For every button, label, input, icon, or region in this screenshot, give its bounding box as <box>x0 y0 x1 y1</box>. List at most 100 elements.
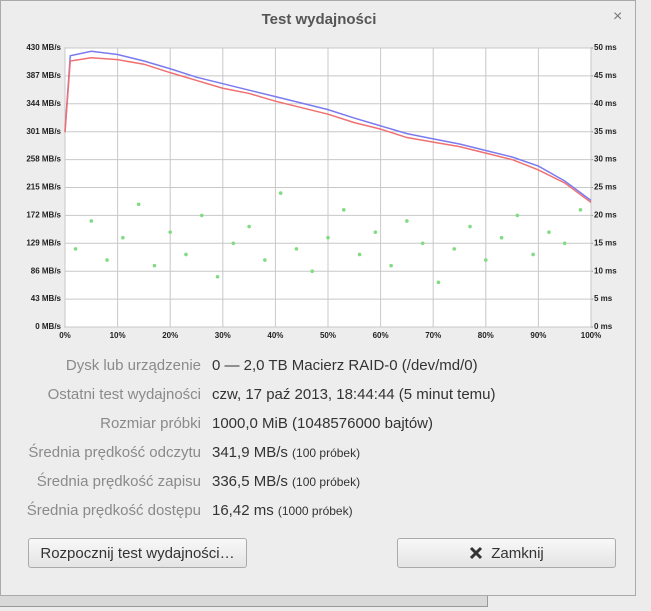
y2-tick-label: 10 ms <box>594 266 617 275</box>
info-value: 16,42 ms <box>212 502 274 519</box>
button-label: Zamknij <box>491 544 544 562</box>
x-tick-label: 100% <box>581 331 601 340</box>
info-value: 341,9 MB/s <box>212 444 288 461</box>
access-point <box>452 247 457 251</box>
access-point <box>73 247 78 251</box>
x-tick-label: 90% <box>530 331 546 340</box>
y-tick-label: 129 MB/s <box>26 238 61 247</box>
y-tick-label: 0 MB/s <box>35 322 61 331</box>
x-tick-label: 10% <box>110 331 126 340</box>
access-point <box>373 230 378 234</box>
y2-tick-label: 15 ms <box>594 238 617 247</box>
x-tick-label: 80% <box>478 331 494 340</box>
y2-tick-label: 20 ms <box>594 211 617 220</box>
info-value-wrap: czw, 17 paź 2013, 18:44:44 (5 minut temu… <box>212 386 496 403</box>
access-point <box>199 213 204 218</box>
close-icon[interactable]: × <box>613 8 623 25</box>
access-point <box>389 263 393 268</box>
x-tick-label: 60% <box>373 331 389 340</box>
access-point <box>168 230 172 234</box>
access-point <box>231 241 236 246</box>
y2-tick-label: 45 ms <box>594 71 617 80</box>
x-tick-label: 0% <box>59 331 71 340</box>
y2-tick-label: 30 ms <box>594 155 617 164</box>
x-tick-label: 70% <box>425 331 441 340</box>
y2-tick-label: 35 ms <box>594 127 617 136</box>
access-point <box>562 241 567 246</box>
dialog: Test wydajności × 0 MB/s 43 MB/s 86 MB/s 12… <box>0 0 636 596</box>
info-row: Średnia prędkość dostępu 16,42 ms (1000 p… <box>1 502 637 524</box>
x-tick-label: 40% <box>267 331 283 340</box>
info-label: Średnia prędkość zapisu <box>36 473 201 490</box>
info-value: 0 — 2,0 TB Macierz RAID-0 (/dev/md/0) <box>212 357 478 374</box>
info-row: Średnia prędkość odczytu 341,9 MB/s (100 … <box>1 444 637 466</box>
access-point <box>341 208 346 212</box>
info-label: Dysk lub urządzenie <box>65 357 201 374</box>
info-value-wrap: 0 — 2,0 TB Macierz RAID-0 (/dev/md/0) <box>212 357 478 374</box>
close-button[interactable]: Zamknij <box>397 538 616 568</box>
access-point <box>263 258 267 262</box>
speed-line <box>64 56 592 204</box>
close-icon <box>470 546 483 560</box>
y-tick-label: 344 MB/s <box>26 99 61 108</box>
chart: 0 MB/s 43 MB/s 86 MB/s 129 MB/s 172 MB/s 215 … <box>26 43 617 340</box>
access-point <box>357 252 362 257</box>
info-value-wrap: 1000,0 MiB (1048576000 bajtów) <box>212 415 433 432</box>
info-value-wrap: 341,9 MB/s (100 próbek) <box>212 444 360 461</box>
access-point <box>310 269 315 274</box>
access-point <box>136 202 141 207</box>
info-value-wrap: 336,5 MB/s (100 próbek) <box>212 473 360 490</box>
dialog-title: Test wydajności <box>261 11 377 28</box>
y-tick-label: 43 MB/s <box>31 294 62 303</box>
access-point <box>294 247 299 251</box>
info-note: (1000 próbek) <box>277 504 353 518</box>
info-label: Rozmiar próbki <box>100 415 201 432</box>
button-label: Rozpocznij test wydajności… <box>40 544 235 562</box>
info-value-wrap: 16,42 ms (1000 próbek) <box>212 502 353 519</box>
x-tick-label: 20% <box>162 331 178 340</box>
access-point <box>278 191 283 195</box>
y-tick-label: 430 MB/s <box>26 43 61 52</box>
access-point <box>468 224 472 229</box>
info-row: Dysk lub urządzenie 0 — 2,0 TB Macierz RA… <box>1 357 637 379</box>
info-row: Ostatni test wydajności czw, 17 paź 2013,… <box>1 386 637 408</box>
access-point <box>405 219 409 223</box>
y-tick-label: 387 MB/s <box>26 71 61 80</box>
info-label: Średnia prędkość odczytu <box>28 444 201 461</box>
y2-tick-label: 40 ms <box>594 99 617 108</box>
info-row: Rozmiar próbki 1000,0 MiB (1048576000 baj… <box>1 415 637 437</box>
access-point <box>499 235 504 240</box>
access-point <box>436 280 441 285</box>
access-point <box>247 224 251 229</box>
y-tick-label: 301 MB/s <box>26 127 61 136</box>
access-point <box>531 252 535 257</box>
access-point <box>484 258 488 262</box>
y2-tick-label: 50 ms <box>594 43 617 52</box>
y2-tick-label: 5 ms <box>594 294 613 303</box>
info-note: (100 próbek) <box>292 446 361 460</box>
access-point <box>121 235 125 240</box>
info-value: 1000,0 MiB (1048576000 bajtów) <box>212 415 433 432</box>
info-row: Średnia prędkość zapisu 336,5 MB/s (100 p… <box>1 473 637 495</box>
access-point <box>326 235 330 240</box>
access-point <box>547 230 551 234</box>
start-button[interactable]: Rozpocznij test wydajności… <box>28 538 247 568</box>
info-note: (100 próbek) <box>292 475 361 489</box>
y-tick-label: 215 MB/s <box>26 183 61 192</box>
access-point <box>184 252 188 257</box>
info-label: Średnia prędkość dostępu <box>26 502 201 519</box>
access-point <box>515 213 520 218</box>
access-point <box>420 241 425 246</box>
y-tick-label: 86 MB/s <box>31 266 62 275</box>
x-tick-label: 30% <box>215 331 231 340</box>
access-point <box>215 274 220 279</box>
access-point <box>89 219 94 223</box>
info-value: 336,5 MB/s <box>212 473 288 490</box>
y-tick-label: 258 MB/s <box>26 155 61 164</box>
info-label: Ostatni test wydajności <box>47 386 201 403</box>
access-point <box>152 263 157 268</box>
y2-tick-label: 25 ms <box>594 183 617 192</box>
y-tick-label: 172 MB/s <box>26 211 61 220</box>
info-value: czw, 17 paź 2013, 18:44:44 (5 minut temu… <box>212 386 496 403</box>
